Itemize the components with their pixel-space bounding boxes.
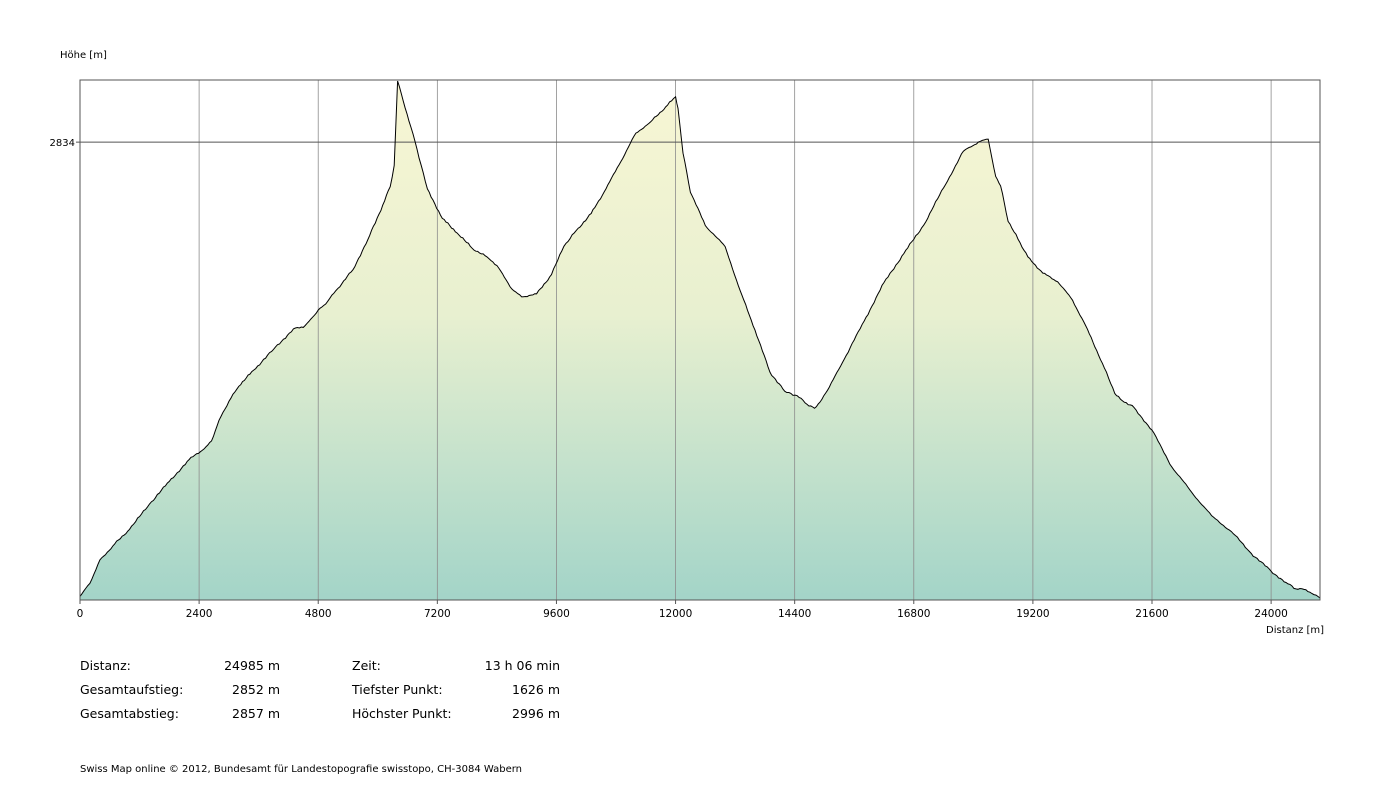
stat-label: Höchster Punkt: xyxy=(352,706,452,721)
x-tick-label: 0 xyxy=(77,608,84,620)
stat-highest-point: Höchster Punkt: 2996 m xyxy=(352,706,560,730)
stat-label: Gesamtabstieg: xyxy=(80,706,179,721)
stat-value: 2852 m xyxy=(232,682,280,697)
x-tick-label: 14400 xyxy=(778,608,811,620)
x-tick-label: 24000 xyxy=(1254,608,1287,620)
stats-right: Zeit: 13 h 06 min Tiefster Punkt: 1626 m… xyxy=(352,658,560,730)
x-tick-label: 9600 xyxy=(543,608,570,620)
stat-label: Zeit: xyxy=(352,658,381,673)
x-tick-label: 16800 xyxy=(897,608,930,620)
x-axis-label: Distanz [m] xyxy=(1266,625,1325,636)
stat-distance: Distanz: 24985 m xyxy=(80,658,280,682)
stat-value: 24985 m xyxy=(224,658,280,673)
copyright-footer: Swiss Map online © 2012, Bundesamt für L… xyxy=(80,764,523,775)
x-axis-ticks: 0 2400 4800 7200 9600 12000 14400 16800 19200 216… xyxy=(77,600,1288,620)
x-tick-label: 4800 xyxy=(305,608,332,620)
grid-lines xyxy=(80,80,1320,600)
elevation-area xyxy=(80,81,1320,600)
x-tick-label: 7200 xyxy=(424,608,451,620)
stat-descent: Gesamtabstieg: 2857 m xyxy=(80,706,280,730)
x-tick-label: 12000 xyxy=(659,608,692,620)
y-axis-ticks: 2834 xyxy=(50,138,80,149)
stat-ascent: Gesamtaufstieg: 2852 m xyxy=(80,682,280,706)
stat-value: 13 h 06 min xyxy=(484,658,560,673)
stat-label: Gesamtaufstieg: xyxy=(80,682,184,697)
elevation-line xyxy=(79,80,1321,599)
stat-time: Zeit: 13 h 06 min xyxy=(352,658,560,682)
x-tick-label: 21600 xyxy=(1135,608,1168,620)
stat-value: 1626 m xyxy=(512,682,560,697)
stat-label: Distanz: xyxy=(80,658,131,673)
stat-lowest-point: Tiefster Punkt: 1626 m xyxy=(352,682,560,706)
stat-value: 2996 m xyxy=(512,706,560,721)
x-tick-label: 19200 xyxy=(1016,608,1049,620)
y-tick-label: 2834 xyxy=(50,138,75,149)
stats-left: Distanz: 24985 m Gesamtaufstieg: 2852 m … xyxy=(80,658,280,730)
y-axis-label: Höhe [m] xyxy=(60,50,107,61)
stat-label: Tiefster Punkt: xyxy=(352,682,443,697)
x-tick-label: 2400 xyxy=(186,608,213,620)
stat-value: 2857 m xyxy=(232,706,280,721)
plot-frame xyxy=(79,79,1321,601)
